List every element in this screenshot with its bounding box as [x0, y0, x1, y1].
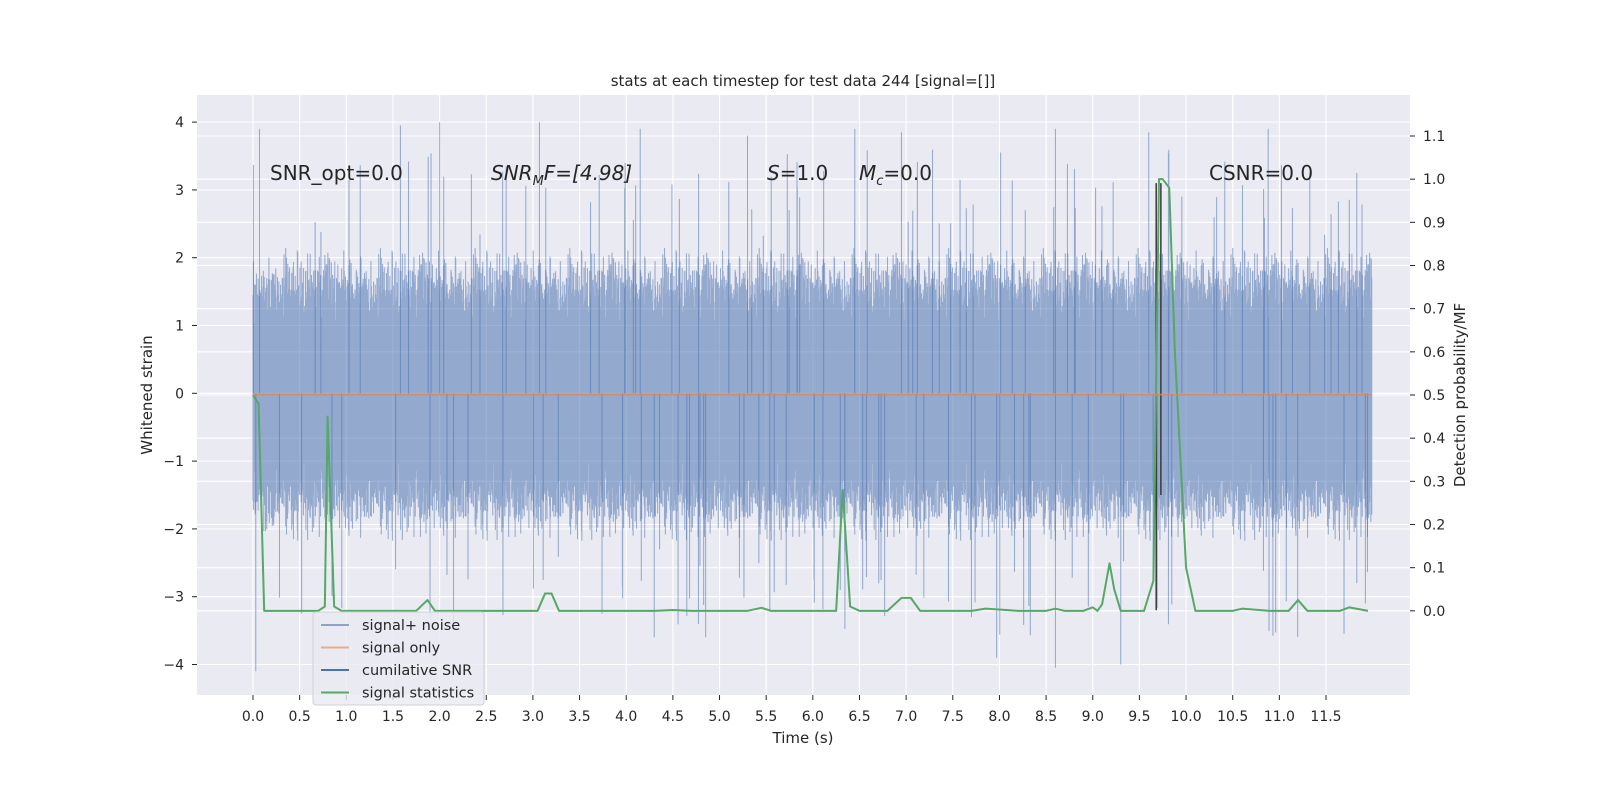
noise-spikes: [252, 122, 1369, 672]
legend-box: [312, 611, 485, 706]
y-left-tick-label: −2: [163, 522, 184, 538]
x-axis: 0.0 0.5 1.0 1.5 2.0 2.5 3.0 3.5 4.0 4.5 5.0 5.5 6.0 6…: [242, 695, 1342, 725]
y-right-tick-label: 0.6: [1423, 345, 1445, 361]
x-tick-label: 10.0: [1170, 709, 1201, 725]
y-left-tick-label: 2: [175, 251, 184, 267]
x-tick-label: 6.5: [848, 709, 870, 725]
y-right-tick-label: 0.3: [1423, 474, 1445, 490]
x-tick-label: 2.5: [475, 709, 497, 725]
x-tick-label: 2.0: [428, 709, 450, 725]
x-tick-label: 1.0: [335, 709, 357, 725]
y-right-tick-label: 0.0: [1423, 604, 1445, 620]
x-tick-label: 9.5: [1128, 709, 1150, 725]
legend: signal+ noise signal only cumilative SNR si…: [312, 611, 485, 706]
y-right-tick-label: 0.4: [1423, 431, 1445, 447]
y-right-tick-label: 0.7: [1423, 302, 1445, 318]
y-right-tick-label: 1.0: [1423, 172, 1445, 188]
x-tick-label: 5.5: [755, 709, 777, 725]
x-tick-label: 6.0: [802, 709, 824, 725]
y-left-tick-label: 3: [175, 183, 184, 199]
annotation-mc-value: =0.0: [883, 161, 932, 185]
annotation-snr-mf-sub: M: [533, 174, 544, 189]
signal-statistics-line: [252, 178, 1369, 612]
y-left-tick-label: 0: [175, 386, 184, 402]
annotation-snr-mf-rest: F=[4.98]: [544, 161, 632, 185]
annotation-mc-label: M: [859, 161, 876, 185]
x-tick-label: 4.5: [662, 709, 684, 725]
y-right-tick-label: 1.1: [1423, 129, 1445, 145]
x-tick-label: 9.0: [1082, 709, 1104, 725]
x-tick-label: 10.5: [1217, 709, 1248, 725]
x-tick-label: 11.5: [1310, 709, 1341, 725]
annotation-s-value: =1.0: [780, 161, 829, 185]
annotation-snr-opt: SNR_opt=0.0: [270, 161, 403, 185]
x-tick-label: 3.0: [522, 709, 544, 725]
annotation-csnr: CSNR=0.0: [1209, 161, 1313, 185]
x-tick-label: 4.0: [615, 709, 637, 725]
y-right-tick-label: 0.9: [1423, 215, 1445, 231]
y-right-tick-label: 0.8: [1423, 259, 1445, 275]
legend-label: signal+ noise: [362, 618, 460, 634]
x-tick-label: 3.5: [568, 709, 590, 725]
y-axis-left-label: Whitened strain: [138, 335, 156, 454]
x-tick-label: 0.0: [242, 709, 264, 725]
x-tick-label: 5.0: [708, 709, 730, 725]
y-left-tick-label: −1: [163, 454, 184, 470]
x-tick-label: 7.5: [942, 709, 964, 725]
annotation-snr-mf: SNRMF=[4.98]: [491, 161, 632, 189]
annotation-snr-mf-main: SNR: [491, 161, 533, 185]
y-right-tick-label: 0.1: [1423, 561, 1445, 577]
y-axis-right-label: Detection probability/MF: [1451, 303, 1469, 487]
series-signal-statistics: [252, 178, 1369, 612]
x-tick-label: 1.5: [382, 709, 404, 725]
x-axis-label: Time (s): [772, 729, 834, 747]
x-tick-label: 7.0: [895, 709, 917, 725]
legend-label: signal statistics: [362, 686, 474, 702]
y-axis-left: 4 3 2 1 0 −1 −2 −3 −4: [163, 115, 197, 673]
series-signal-noise: [252, 122, 1373, 672]
x-tick-label: 0.5: [289, 709, 311, 725]
y-left-tick-label: −3: [163, 590, 184, 606]
y-left-tick-label: 4: [175, 115, 184, 131]
x-tick-label: 8.5: [1035, 709, 1057, 725]
chart-title: stats at each timestep for test data 244…: [611, 72, 996, 90]
y-left-tick-label: 1: [175, 319, 184, 335]
y-right-tick-label: 0.5: [1423, 388, 1445, 404]
y-right-tick-label: 0.2: [1423, 517, 1445, 533]
annotation-mc-sub: c: [876, 174, 883, 189]
annotation-s: S=1.0: [767, 161, 828, 185]
x-tick-label: 8.0: [988, 709, 1010, 725]
annotation-mc: Mc=0.0: [859, 161, 932, 189]
x-tick-label: 11.0: [1264, 709, 1295, 725]
y-axis-right: 1.1 1.0 0.9 0.8 0.7 0.6 0.5 0.4 0.3 0.2 0.1 0.0: [1410, 129, 1445, 620]
annotation-s-label: S: [767, 161, 780, 185]
legend-label: cumilative SNR: [362, 663, 472, 679]
y-left-tick-label: −4: [163, 657, 184, 673]
legend-label: signal only: [362, 641, 441, 657]
